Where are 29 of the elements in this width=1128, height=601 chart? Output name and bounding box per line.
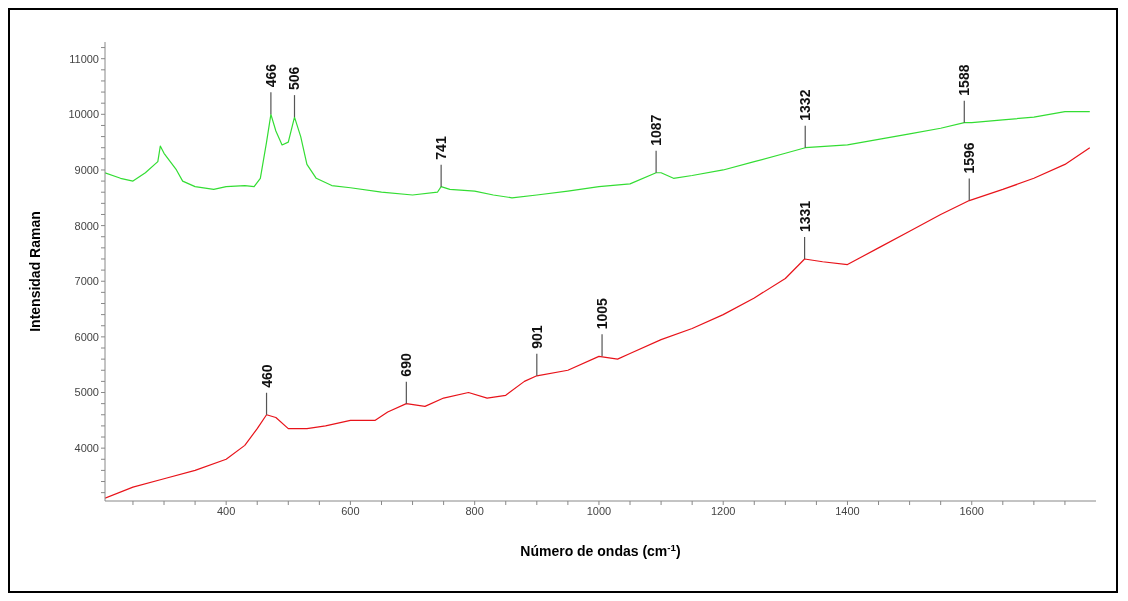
annotation: 1332 (797, 89, 814, 121)
annotation: 1588 (956, 64, 973, 96)
annotation: 460 (258, 364, 275, 388)
y-tick-label: 9000 (74, 163, 99, 176)
y-tick-label: 11000 (69, 52, 99, 65)
y-tick-label: 6000 (74, 330, 99, 343)
y-tick-label: 7000 (74, 275, 99, 288)
x-tick-label: 800 (465, 504, 484, 517)
annotation: 1005 (594, 297, 611, 330)
y-tick-label: 10000 (68, 108, 99, 121)
x-tick-label: 400 (216, 504, 236, 517)
x-tick-label: 1400 (835, 504, 860, 517)
x-tick-label: 1600 (959, 504, 984, 517)
annotation: 506 (286, 66, 303, 91)
annotation: 1331 (796, 200, 813, 232)
x-axis-title: Número de ondas (cm$^{-1}$) (520, 541, 681, 559)
y-axis-title: Intensidad Raman (27, 211, 43, 332)
y-tick-label: 4000 (74, 442, 99, 455)
x-tick-label: 1200 (710, 504, 736, 517)
y-tick-label: 5000 (74, 386, 99, 399)
annotation: 901 (528, 325, 545, 349)
x-tick-label: 600 (341, 504, 360, 517)
annotation: 466 (262, 63, 279, 88)
x-tick-label: 1000 (586, 504, 612, 517)
annotation: 1596 (961, 142, 978, 174)
y-tick-label: 8000 (74, 219, 99, 232)
annotation: 690 (398, 353, 415, 377)
annotation: 741 (433, 136, 450, 160)
annotation: 1087 (648, 114, 665, 146)
